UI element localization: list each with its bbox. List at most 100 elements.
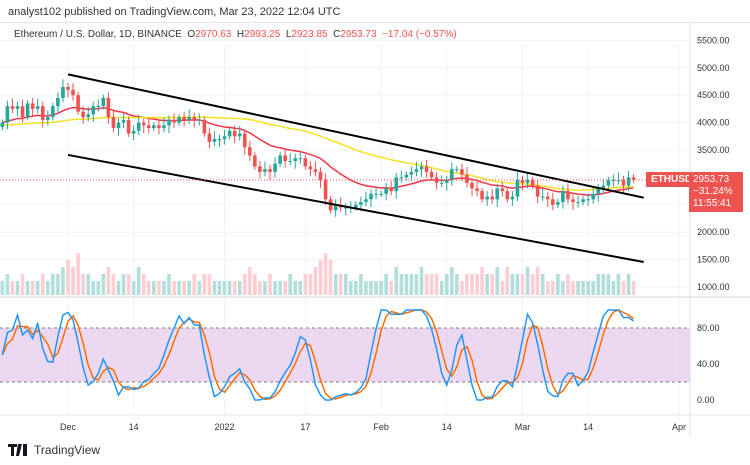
candle-body	[242, 133, 247, 148]
volume-bar	[611, 281, 616, 295]
candle-body	[545, 196, 550, 200]
volume-bar	[242, 274, 247, 295]
volume-bar	[616, 274, 621, 295]
candle-body	[136, 122, 141, 131]
candle-body	[556, 202, 560, 205]
volume-bar	[172, 281, 176, 295]
candle-body	[278, 155, 282, 164]
volume-bar	[197, 281, 202, 295]
volume-bar	[227, 281, 232, 295]
candle-body	[232, 130, 237, 137]
stochastic-k-line	[1, 309, 635, 401]
volume-bar	[157, 281, 161, 295]
candle-body	[455, 169, 459, 171]
volume-bar	[343, 274, 348, 295]
volume-bar	[308, 274, 313, 295]
volume-bar	[298, 281, 303, 295]
low-value: 2923.85	[291, 29, 328, 40]
moving-average-line	[2, 106, 634, 196]
candle-body	[475, 188, 479, 192]
time-axis-label: 14	[583, 422, 593, 432]
candle-body	[359, 202, 363, 205]
high-label: H	[236, 29, 245, 40]
candle-body	[444, 180, 449, 183]
volume-bar	[510, 274, 515, 295]
volume-bar	[576, 281, 580, 295]
volume-bar	[106, 267, 111, 295]
candle-body	[237, 133, 242, 137]
volume-bar	[399, 274, 404, 295]
volume-bar	[71, 267, 75, 295]
moving-average-line	[2, 116, 634, 191]
candle-body	[111, 117, 116, 129]
candle-body	[465, 174, 469, 183]
price-axis-label: 5500.00	[697, 35, 730, 45]
candle-body	[116, 122, 121, 129]
candle-body	[520, 180, 525, 183]
volume-bar	[30, 281, 35, 295]
volume-bar	[429, 274, 434, 295]
candle-body	[616, 180, 621, 182]
candle-body	[551, 199, 555, 205]
candle-body	[187, 117, 191, 120]
volume-bar	[566, 274, 570, 295]
tradingview-footer[interactable]: TradingView	[8, 443, 100, 457]
volume-bar	[56, 274, 60, 295]
candle-body	[207, 133, 212, 142]
volume-bar	[61, 267, 65, 295]
volume-bar	[591, 281, 595, 295]
last-price-box: 2953.73 −31.24% 11:55:41	[689, 172, 743, 212]
volume-bar	[364, 281, 368, 295]
volume-bar	[480, 267, 484, 295]
candle-body	[288, 160, 292, 162]
volume-bar	[530, 274, 535, 295]
low-label: L	[285, 29, 292, 40]
volume-bar	[465, 274, 469, 295]
candle-body	[192, 117, 197, 120]
volume-bar	[101, 274, 106, 295]
price-axis-label: 4000.00	[697, 118, 730, 128]
candle-body	[76, 95, 80, 112]
chart-canvas[interactable]: 5500.00 5000.00 4500.00 4000.00 3500.00 2000.…	[0, 0, 750, 440]
candle-body	[25, 103, 30, 118]
open-value: 2970.63	[195, 29, 232, 40]
volume-bar	[217, 281, 222, 295]
candle-body	[152, 125, 156, 129]
volume-bar	[202, 274, 207, 295]
candle-body	[333, 204, 338, 211]
volume-bar	[313, 267, 318, 295]
volume-bar	[263, 281, 267, 295]
oscillator-axis-label: 80.00	[697, 323, 720, 333]
candle-body	[586, 199, 590, 201]
volume-bar	[485, 274, 489, 295]
candle-body	[606, 180, 611, 186]
volume-bar	[389, 281, 393, 295]
candle-body	[167, 119, 171, 126]
candle-body	[86, 114, 90, 118]
candle-body	[611, 180, 616, 182]
volume-bar	[212, 281, 217, 295]
chart-frame[interactable]	[0, 22, 750, 438]
volume-bar	[586, 281, 590, 295]
time-axis-label: Dec	[60, 422, 77, 432]
volume-bar	[556, 274, 560, 295]
candle-body	[273, 163, 277, 172]
time-axis-label: 14	[129, 422, 139, 432]
volume-bar	[515, 274, 520, 295]
volume-bar	[545, 281, 550, 295]
price-axis-label: 5000.00	[697, 63, 730, 73]
candle-body	[450, 169, 454, 181]
candle-body	[439, 182, 444, 184]
volume-bar	[182, 281, 186, 295]
volume-bar	[596, 274, 601, 295]
candle-body	[141, 122, 146, 126]
candle-body	[323, 180, 328, 200]
volume-bar	[111, 274, 116, 295]
volume-bar	[525, 267, 530, 295]
candle-body	[626, 177, 631, 186]
volume-bar	[162, 281, 166, 295]
volume-bar	[551, 281, 555, 295]
candle-body	[283, 155, 287, 161]
candle-body	[172, 119, 176, 123]
price-change-percent: −31.24%	[693, 186, 733, 197]
